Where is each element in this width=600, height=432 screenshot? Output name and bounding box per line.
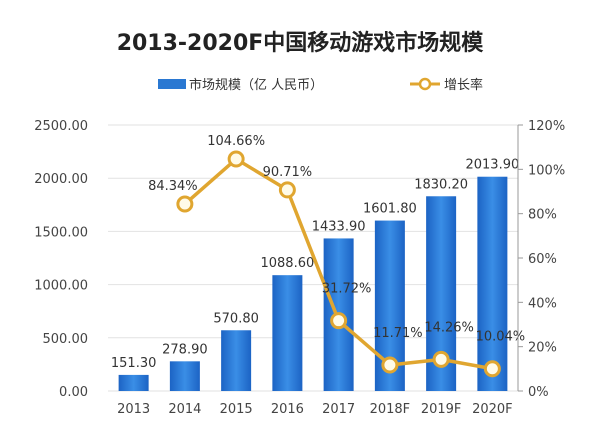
chart-title: 2013-2020F中国移动游戏市场规模	[117, 30, 485, 56]
growth-value-label: 14.26%	[424, 320, 474, 335]
growth-value-label: 10.04%	[476, 330, 526, 345]
left-tick-label: 2000.00	[34, 172, 88, 187]
growth-point	[278, 181, 296, 199]
bar-value-label: 2013.90	[465, 158, 519, 173]
growth-value-label: 84.34%	[148, 179, 198, 194]
x-tick-label: 2015	[220, 402, 253, 417]
right-tick-label: 40%	[528, 296, 557, 311]
right-tick-label: 20%	[528, 341, 557, 356]
growth-point	[176, 195, 194, 213]
growth-point	[227, 150, 245, 168]
growth-point	[330, 312, 348, 330]
bar-value-label: 1088.60	[260, 256, 314, 271]
growth-value-label: 11.71%	[373, 326, 423, 341]
x-tick-label: 2014	[168, 402, 201, 417]
right-tick-label: 100%	[528, 163, 565, 178]
growth-point	[483, 360, 501, 378]
right-tick-label: 0%	[528, 385, 549, 400]
left-tick-label: 2500.00	[34, 119, 88, 134]
growth-value-label: 31.72%	[322, 282, 372, 297]
x-tick-label: 2020F	[472, 402, 513, 417]
left-tick-label: 500.00	[43, 332, 89, 347]
x-tick-label: 2018F	[370, 402, 411, 417]
right-tick-label: 60%	[528, 252, 557, 267]
legend-line-marker	[418, 77, 432, 91]
growth-value-label: 90.71%	[263, 165, 313, 180]
legend-line-label: 增长率	[444, 77, 483, 93]
bar-value-label: 1433.90	[312, 219, 366, 234]
legend-bar-label: 市场规模（亿 人民币）	[189, 77, 323, 93]
legend-bar-swatch	[158, 79, 186, 89]
bar-value-label: 1830.20	[414, 177, 468, 192]
bar-value-label: 570.80	[213, 311, 259, 326]
x-tick-label: 2016	[271, 402, 304, 417]
growth-point	[381, 356, 399, 374]
right-tick-label: 80%	[528, 208, 557, 223]
bar	[477, 176, 508, 391]
bar-value-label: 278.90	[162, 342, 208, 357]
x-tick-label: 2017	[322, 402, 355, 417]
left-tick-label: 1000.00	[34, 279, 88, 294]
left-tick-label: 0.00	[59, 385, 88, 400]
bar	[221, 330, 252, 391]
bar-value-label: 1601.80	[363, 202, 417, 217]
growth-point	[432, 350, 450, 368]
bar	[272, 275, 303, 391]
bar	[169, 361, 200, 391]
right-tick-label: 120%	[528, 119, 565, 134]
x-tick-label: 2013	[117, 402, 150, 417]
bar	[118, 374, 149, 391]
x-tick-label: 2019F	[421, 402, 462, 417]
growth-value-label: 104.66%	[207, 134, 265, 149]
left-tick-label: 1500.00	[34, 225, 88, 240]
bar-value-label: 151.30	[111, 356, 157, 371]
